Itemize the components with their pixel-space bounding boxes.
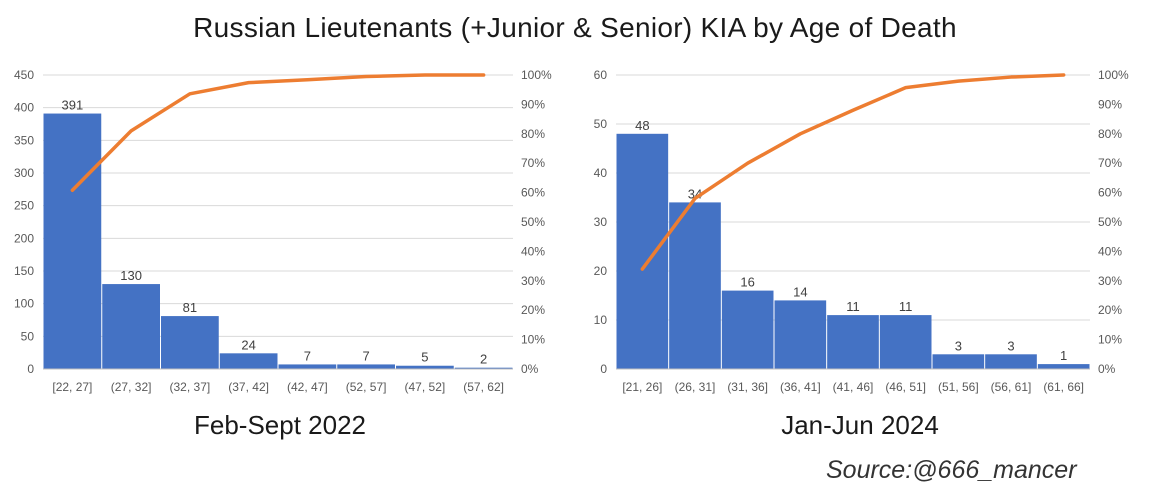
bar <box>161 316 219 369</box>
x-tick-label: (56, 61] <box>991 380 1032 394</box>
y2-tick-label: 30% <box>1098 274 1122 288</box>
bar-value-label: 130 <box>120 268 142 283</box>
y2-tick-label: 60% <box>1098 186 1122 200</box>
bar <box>102 284 160 369</box>
y2-tick-label: 70% <box>521 156 545 170</box>
y-tick-label: 0 <box>27 362 34 376</box>
y-tick-label: 50 <box>21 329 35 343</box>
y-tick-label: 300 <box>14 166 34 180</box>
y2-tick-label: 0% <box>521 362 539 376</box>
y2-tick-label: 90% <box>521 97 545 111</box>
x-tick-label: [22, 27] <box>52 380 92 394</box>
bar <box>396 365 454 369</box>
bar-value-label: 1 <box>1060 348 1067 363</box>
pareto-chart-2024: 0 10 20 30 40 50 60 0% 10% 20% 30% 40% 50% 60% 70% 80% 9… <box>594 68 1129 394</box>
bar-value-label: 3 <box>955 338 962 353</box>
bar <box>337 364 395 369</box>
bar <box>1037 364 1090 369</box>
y2-tick-label: 30% <box>521 274 545 288</box>
x-tick-label: (32, 37] <box>170 380 211 394</box>
cumulative-percent-line <box>70 73 486 192</box>
bar <box>43 113 102 369</box>
panel-caption-2022: Feb-Sept 2022 <box>193 410 366 440</box>
bar-value-label: 7 <box>304 348 311 363</box>
source-note: Source:@666_mancer <box>826 456 1077 484</box>
bar-value-label: 11 <box>899 299 913 314</box>
bar <box>219 353 278 369</box>
bar-value-label: 2 <box>480 352 487 367</box>
bar <box>879 315 932 369</box>
x-tick-label: (31, 36] <box>727 380 768 394</box>
y2-tick-label: 50% <box>1098 215 1122 229</box>
y2-tick-label: 60% <box>521 186 545 200</box>
y2-tick-label: 20% <box>1098 303 1122 317</box>
y-tick-label: 50 <box>594 117 608 131</box>
y2-tick-label: 80% <box>1098 127 1122 141</box>
bar <box>454 367 513 369</box>
y2-tick-label: 0% <box>1098 362 1116 376</box>
x-tick-label: (36, 41] <box>780 380 821 394</box>
y-tick-label: 250 <box>14 199 34 213</box>
bar <box>278 364 337 369</box>
y-tick-label: 450 <box>14 68 34 82</box>
bar-value-label: 7 <box>363 348 370 363</box>
bar <box>985 354 1037 369</box>
y2-tick-label: 40% <box>521 244 545 258</box>
pareto-chart-2022: 0 50 100 150 200 250 300 350 400 450 0% 10% 20% 30% 40… <box>14 68 552 394</box>
y-tick-label: 40 <box>594 166 608 180</box>
y-tick-label: 100 <box>14 297 34 311</box>
cumulative-percent-line <box>640 73 1066 271</box>
bar-value-label: 14 <box>793 284 807 299</box>
bar-value-label: 24 <box>241 337 255 352</box>
bar <box>827 315 879 369</box>
y-tick-label: 200 <box>14 231 34 245</box>
y-tick-label: 400 <box>14 101 34 115</box>
x-tick-label: (27, 32] <box>111 380 152 394</box>
x-tick-label: (61, 66] <box>1043 380 1084 394</box>
bar-value-label: 48 <box>635 118 649 133</box>
y2-tick-label: 100% <box>1098 68 1129 82</box>
y2-tick-label: 20% <box>521 303 545 317</box>
y2-tick-label: 90% <box>1098 97 1122 111</box>
bar-value-label: 81 <box>183 300 197 315</box>
x-tick-label: (57, 62] <box>463 380 504 394</box>
y-tick-label: 60 <box>594 68 608 82</box>
y-tick-label: 0 <box>600 362 607 376</box>
bar-value-label: 11 <box>846 299 860 314</box>
x-tick-label: (42, 47] <box>287 380 328 394</box>
bar <box>774 300 827 369</box>
chart-title: Russian Lieutenants (+Junior & Senior) K… <box>193 12 957 43</box>
y-tick-label: 350 <box>14 133 34 147</box>
x-tick-label: (47, 52] <box>405 380 446 394</box>
bar <box>669 202 721 369</box>
y2-tick-label: 100% <box>521 68 552 82</box>
x-tick-label: [21, 26] <box>622 380 662 394</box>
bar-value-label: 5 <box>421 350 428 365</box>
y2-tick-label: 40% <box>1098 244 1122 258</box>
y-tick-label: 10 <box>594 313 608 327</box>
y-tick-label: 20 <box>594 264 608 278</box>
y2-tick-label: 10% <box>521 333 545 347</box>
y-tick-label: 30 <box>594 215 608 229</box>
bar-value-label: 16 <box>740 275 754 290</box>
x-tick-label: (41, 46] <box>833 380 874 394</box>
bar <box>616 133 669 369</box>
panel-caption-2024: Jan-Jun 2024 <box>781 410 939 440</box>
y2-tick-label: 10% <box>1098 333 1122 347</box>
x-tick-label: (52, 57] <box>346 380 387 394</box>
x-tick-label: (26, 31] <box>675 380 716 394</box>
bar-value-label: 3 <box>1007 338 1014 353</box>
y2-tick-label: 80% <box>521 127 545 141</box>
y-tick-label: 150 <box>14 264 34 278</box>
y2-tick-label: 50% <box>521 215 545 229</box>
bar <box>721 290 774 369</box>
x-tick-label: (46, 51] <box>885 380 926 394</box>
bar-value-label: 391 <box>62 98 84 113</box>
x-tick-label: (51, 56] <box>938 380 979 394</box>
x-tick-label: (37, 42] <box>228 380 269 394</box>
y2-tick-label: 70% <box>1098 156 1122 170</box>
bar <box>932 354 985 369</box>
